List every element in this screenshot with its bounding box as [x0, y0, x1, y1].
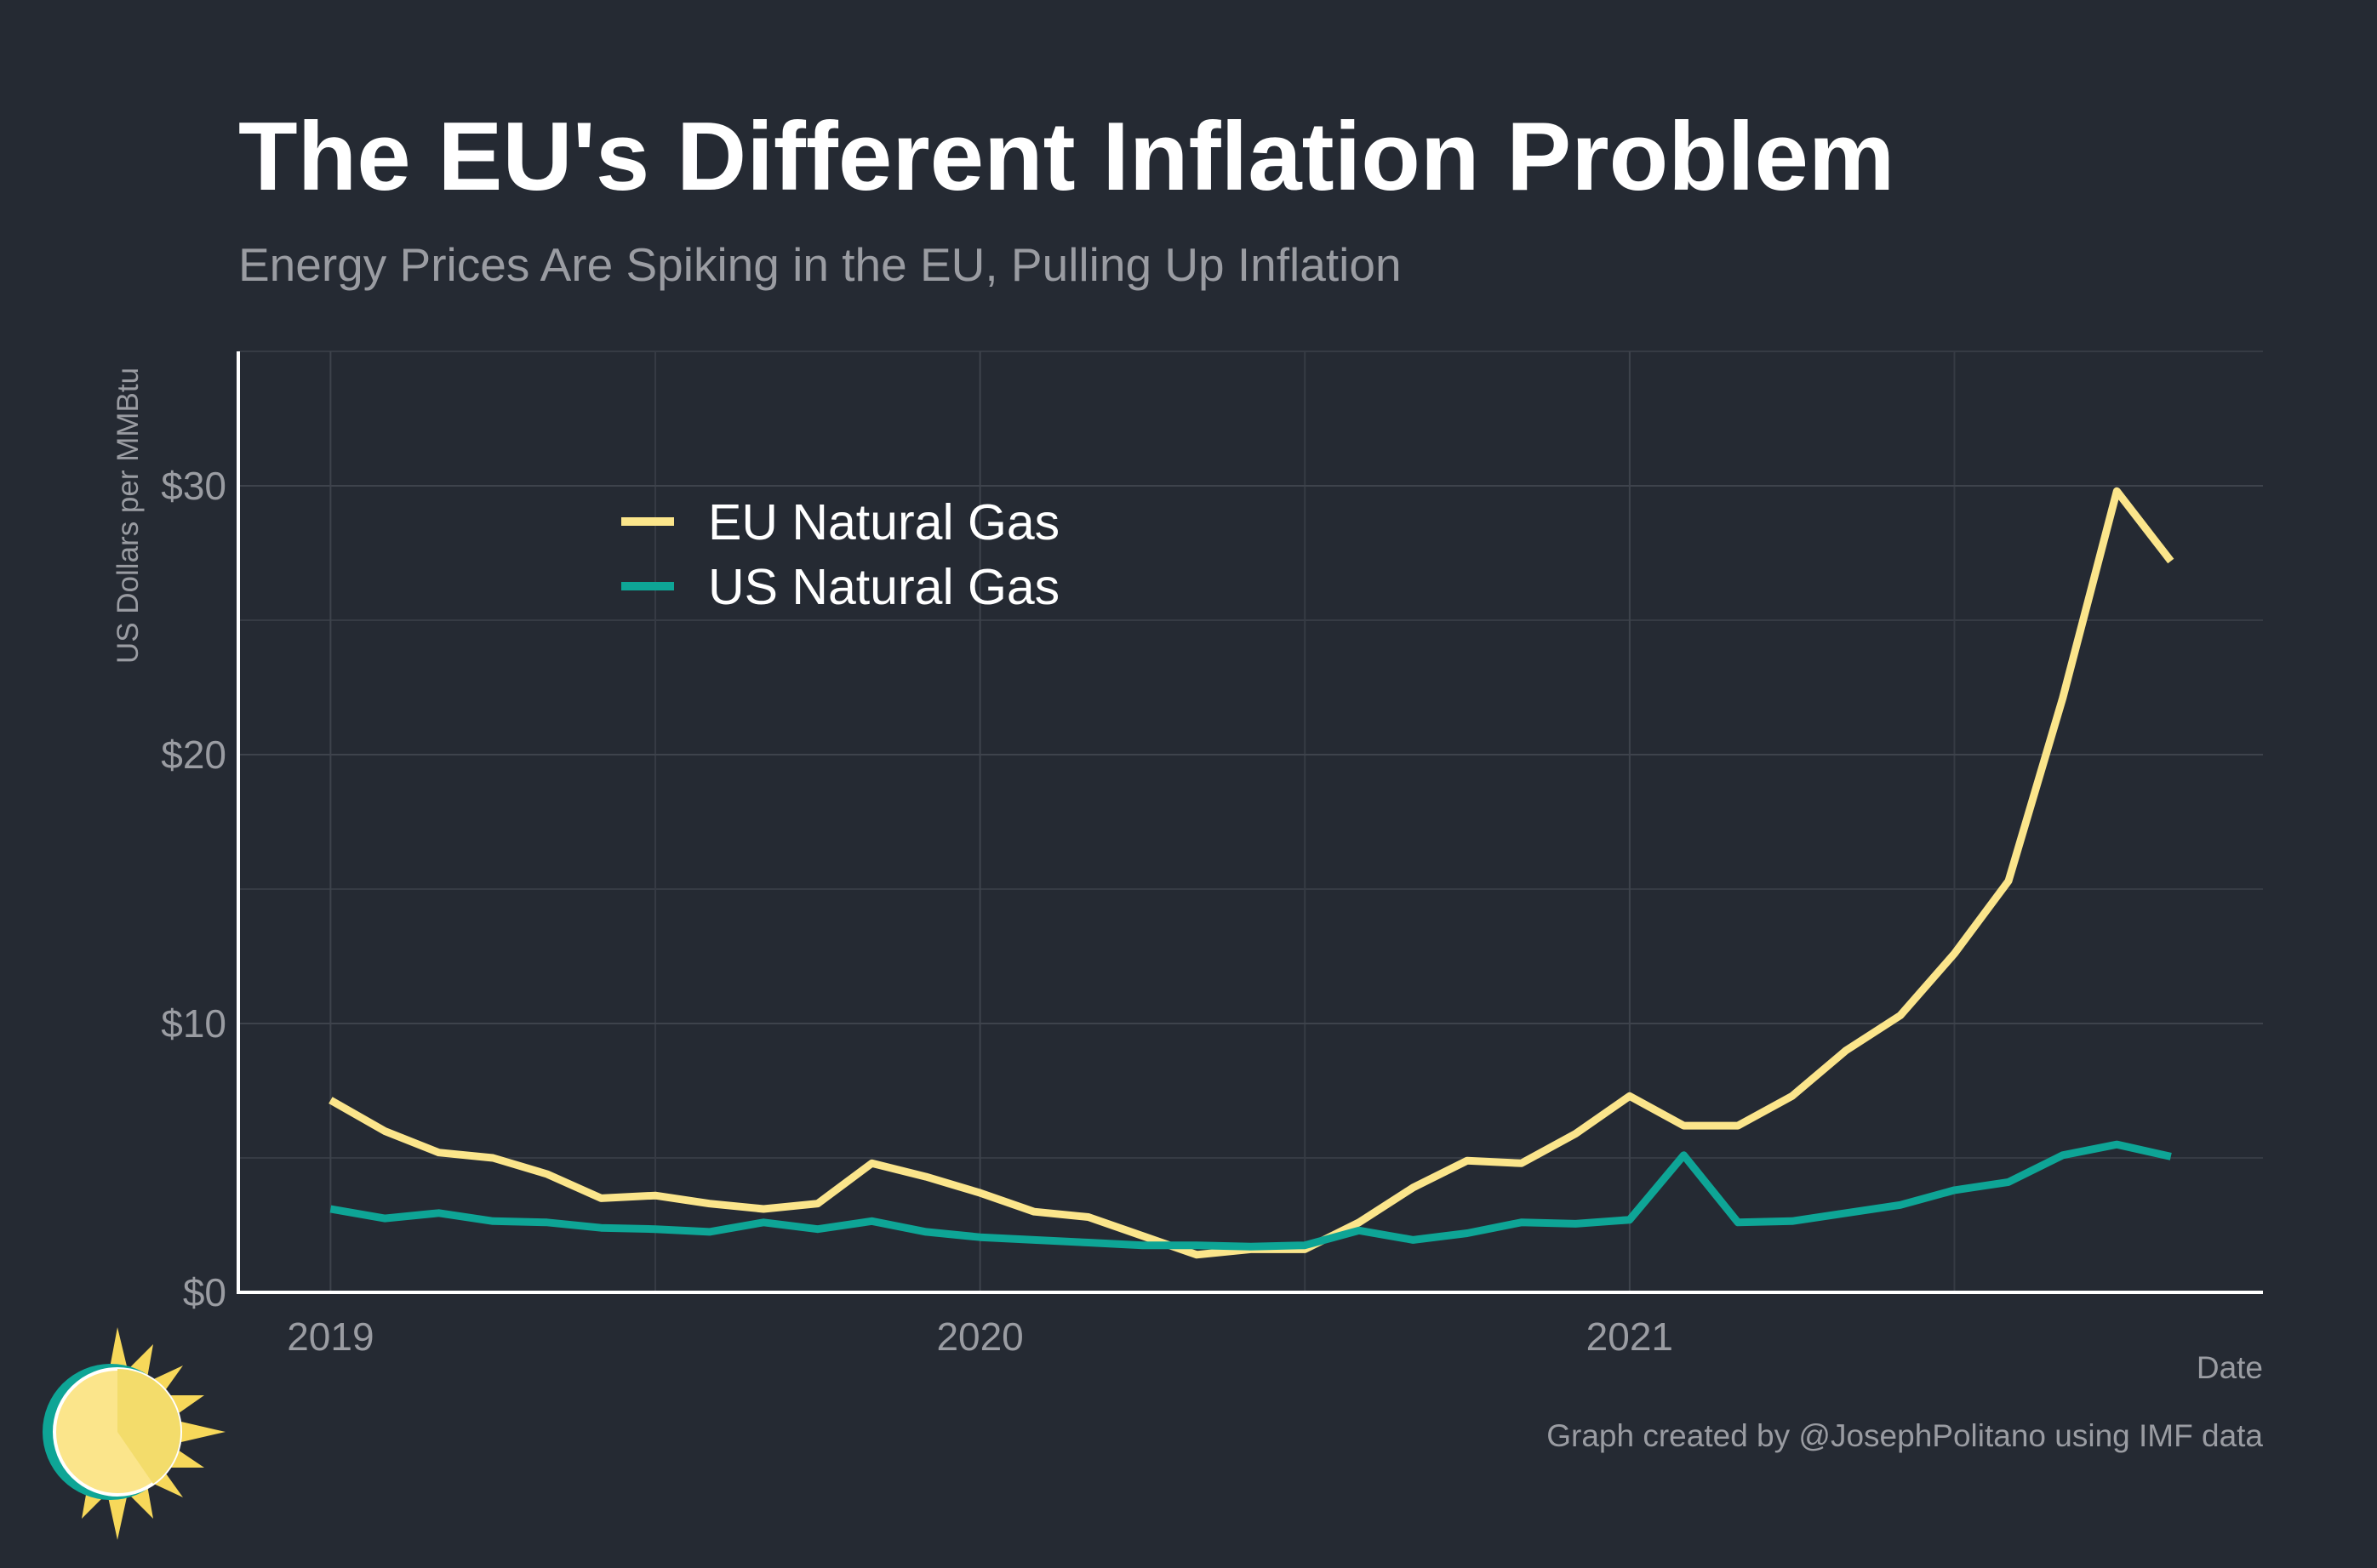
x-tick-label: 2020 [936, 1314, 1023, 1359]
line-series [329, 1140, 2172, 1251]
logo [43, 1327, 226, 1540]
logo-slice [117, 1369, 181, 1484]
y-axis-label: US Dollars per MMBtu [111, 368, 145, 664]
legend-label: EU Natural Gas [708, 494, 1060, 550]
y-tick-label: $30 [161, 464, 226, 508]
x-tick-label: 2021 [1586, 1314, 1673, 1359]
y-tick-label: $10 [161, 1001, 226, 1046]
plot-area: $0 $10 $20 $30 2019 2020 2021 EU Natural Gas US … [161, 351, 2263, 1359]
x-tick-label: 2019 [287, 1314, 374, 1359]
chart-subtitle: Energy Prices Are Spiking in the EU, Pul… [238, 238, 1402, 291]
y-tick-label: $20 [161, 733, 226, 777]
chart-title: The EU's Different Inflation Problem [238, 103, 1894, 211]
caption: Graph created by @JosephPolitano using I… [1546, 1418, 2263, 1453]
legend-label: US Natural Gas [708, 559, 1060, 615]
x-axis-label: Date [2197, 1350, 2263, 1385]
y-tick-label: $0 [183, 1270, 226, 1314]
